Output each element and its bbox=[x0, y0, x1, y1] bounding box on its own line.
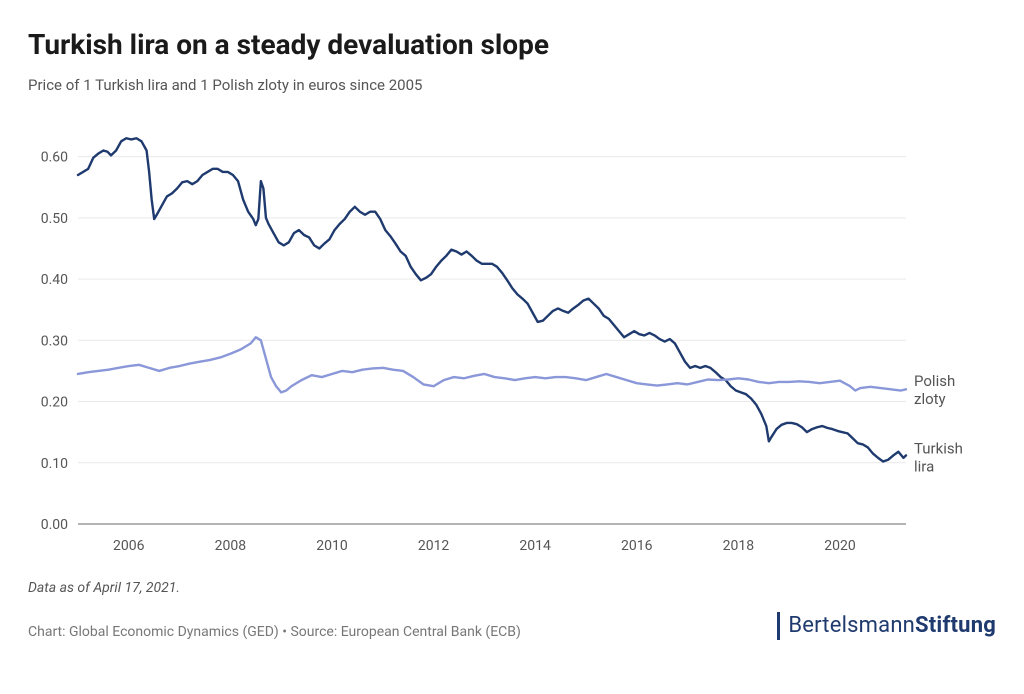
series-line bbox=[78, 337, 906, 392]
x-tick-label: 2006 bbox=[113, 538, 145, 554]
x-tick-label: 2014 bbox=[519, 538, 551, 554]
x-tick-label: 2016 bbox=[621, 538, 653, 554]
credits-row: Chart: Global Economic Dynamics (GED) • … bbox=[28, 612, 996, 640]
y-tick-label: 0.30 bbox=[41, 333, 68, 349]
y-tick-label: 0.60 bbox=[41, 149, 68, 165]
x-tick-label: 2020 bbox=[824, 538, 856, 554]
brand-text: BertelsmannStiftung bbox=[788, 613, 996, 638]
chart-plot: 0.00 0.10 0.20 0.30 0.40 0.50 0.60 2006 2008 2010… bbox=[28, 118, 996, 558]
y-tick-label: 0.20 bbox=[41, 394, 68, 410]
chart-title: Turkish lira on a steady devaluation slo… bbox=[28, 28, 996, 62]
series-line bbox=[78, 138, 906, 461]
brand-part2: Stiftung bbox=[915, 613, 996, 638]
x-tick-label: 2012 bbox=[418, 538, 450, 554]
y-tick-label: 0.10 bbox=[41, 455, 68, 471]
x-tick-label: 2018 bbox=[723, 538, 755, 554]
y-tick-label: 0.00 bbox=[41, 517, 68, 533]
series-label: Polishzloty bbox=[914, 372, 955, 408]
brand-bar bbox=[777, 612, 780, 640]
x-tick-label: 2010 bbox=[316, 538, 348, 554]
chart-footnote: Data as of April 17, 2021. bbox=[28, 580, 996, 596]
x-tick-label: 2008 bbox=[215, 538, 247, 554]
y-tick-label: 0.40 bbox=[41, 272, 68, 288]
line-chart-svg: 0.00 0.10 0.20 0.30 0.40 0.50 0.60 2006 2008 2010… bbox=[28, 118, 996, 558]
brand-logo: BertelsmannStiftung bbox=[777, 612, 996, 640]
y-tick-label: 0.50 bbox=[41, 210, 68, 226]
chart-card: Turkish lira on a steady devaluation slo… bbox=[0, 0, 1024, 694]
brand-part1: Bertelsmann bbox=[788, 613, 915, 638]
series-label: Turkishlira bbox=[914, 439, 963, 475]
chart-credits: Chart: Global Economic Dynamics (GED) • … bbox=[28, 624, 521, 640]
chart-subtitle: Price of 1 Turkish lira and 1 Polish zlo… bbox=[28, 76, 996, 94]
